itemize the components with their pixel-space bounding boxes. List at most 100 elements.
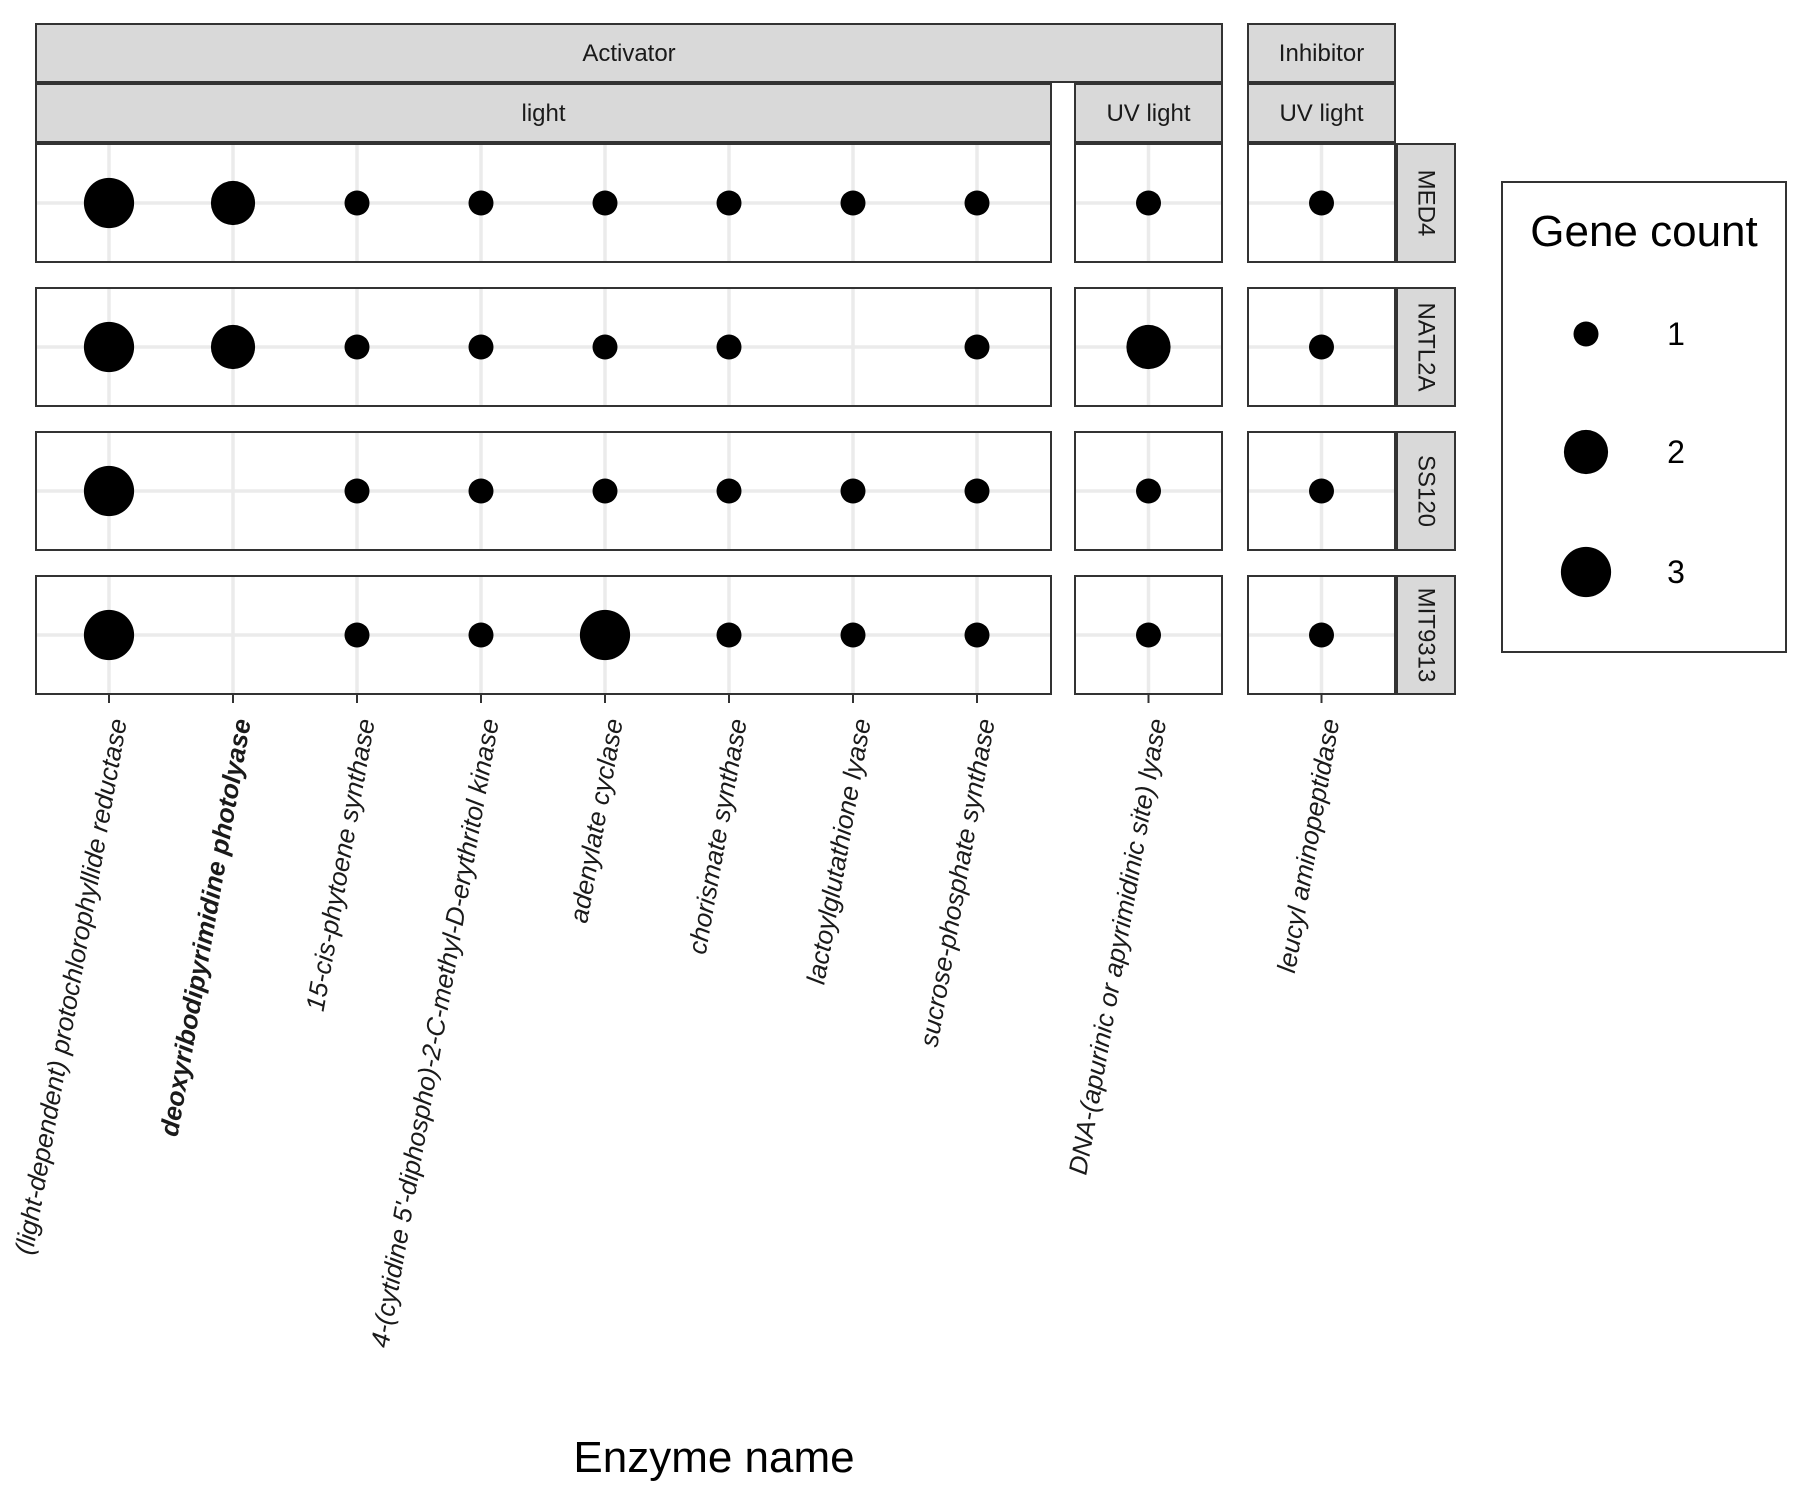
legend-label-2: 2: [1667, 434, 1685, 470]
legend-title: Gene count: [1530, 207, 1758, 256]
subgroup-strip-label: UV light: [1106, 100, 1190, 127]
panel-mit9313-1: [1074, 575, 1223, 695]
panel-border: [35, 287, 1052, 407]
strain-strip-mit9313: [1396, 575, 1456, 695]
point-mit9313-adenylate-cyclase: [579, 609, 631, 661]
panel-border: [35, 575, 1052, 695]
point-ss120-light-dependent-protochlorophyllide-reductase: [83, 465, 135, 517]
panel-med4-0: [35, 143, 1052, 263]
panel-natl2a-2: [1247, 287, 1396, 407]
legend-label-3: 3: [1667, 554, 1685, 590]
subgroup-strip-label: UV light: [1279, 100, 1363, 127]
legend-key-3: [1560, 546, 1612, 598]
point-med4-leucyl-aminopeptidase: [1309, 190, 1334, 216]
facet-panels: [35, 143, 1396, 695]
point-natl2a-chorismate-synthase: [716, 334, 742, 360]
point-natl2a-adenylate-cyclase: [592, 334, 618, 360]
strain-strip-label: MIT9313: [1413, 588, 1440, 683]
x-tick-label-sucrose-phosphate-synthase: sucrose-phosphate synthase: [914, 716, 1001, 1049]
x-tick-label-4-cytidine-5-diphospho-2-c-methyl-d-erythritol-kinase: 4-(cytidine 5'-diphospho)-2-C-methyl-D-e…: [364, 716, 504, 1349]
panel-border: [1074, 287, 1223, 407]
x-axis-title: Enzyme name: [573, 1433, 854, 1482]
x-tick-label-lactoylglutathione-lyase: lactoylglutathione lyase: [801, 716, 877, 986]
point-mit9313-sucrose-phosphate-synthase: [964, 622, 990, 648]
panel-ss120-0: [35, 431, 1052, 551]
x-tick-label-leucyl-aminopeptidase: leucyl aminopeptidase: [1271, 716, 1345, 975]
point-med4-deoxyribodipyrimidine-photolyase: [210, 180, 256, 226]
x-axis-ticks: (light-dependent) protochlorophyllide re…: [9, 694, 1345, 1350]
panel-mit9313-2: [1247, 575, 1396, 695]
strain-strip-label: NATL2A: [1413, 303, 1440, 392]
panel-mit9313-0: [35, 575, 1052, 695]
point-natl2a-leucyl-aminopeptidase: [1309, 334, 1334, 360]
legend-label-1: 1: [1667, 316, 1685, 352]
point-mit9313-chorismate-synthase: [716, 622, 742, 648]
panel-med4-1: [1074, 143, 1223, 263]
point-mit9313-lactoylglutathione-lyase: [840, 622, 866, 648]
legend-key-2: [1563, 429, 1609, 475]
point-med4-chorismate-synthase: [716, 190, 742, 216]
legend: Gene count 1 2 3: [1501, 181, 1787, 653]
point-natl2a-sucrose-phosphate-synthase: [964, 334, 990, 360]
x-tick-label-chorismate-synthase: chorismate synthase: [682, 716, 753, 956]
legend-key-1: [1573, 321, 1599, 347]
panel-border: [1247, 431, 1396, 551]
point-med4-dna-apurinic-or-apyrimidinic-site-lyase: [1136, 190, 1161, 216]
x-tick-label-deoxyribodipyrimidine-photolyase: deoxyribodipyrimidine photolyase: [154, 716, 257, 1138]
subgroup-strip-uv-light: [1074, 83, 1223, 143]
point-natl2a-light-dependent-protochlorophyllide-reductase: [83, 321, 135, 373]
point-ss120-15-cis-phytoene-synthase: [344, 478, 370, 504]
panel-ss120-2: [1247, 431, 1396, 551]
point-med4-4-cytidine-5-diphospho-2-c-methyl-d-erythritol-kinase: [468, 190, 494, 216]
strain-strips: MED4 NATL2A SS120 MIT9313: [1396, 143, 1456, 695]
point-ss120-adenylate-cyclase: [592, 478, 618, 504]
point-ss120-dna-apurinic-or-apyrimidinic-site-lyase: [1136, 478, 1161, 504]
panel-border: [35, 143, 1052, 263]
subgroup-strip-light: [35, 83, 1052, 143]
x-tick-label-dna-apurinic-or-apyrimidinic-site-lyase: DNA-(apurinic or apyrimidinic site) lyas…: [1062, 716, 1172, 1177]
panel-border: [1247, 143, 1396, 263]
strain-strip-natl2a: [1396, 287, 1456, 407]
panel-border: [1074, 431, 1223, 551]
group-strip-activator: [35, 23, 1223, 83]
x-tick-label-15-cis-phytoene-synthase: 15-cis-phytoene synthase: [300, 716, 381, 1013]
panel-border: [1247, 287, 1396, 407]
point-med4-light-dependent-protochlorophyllide-reductase: [83, 177, 135, 229]
point-ss120-leucyl-aminopeptidase: [1309, 478, 1334, 504]
panel-border: [1074, 143, 1223, 263]
point-ss120-chorismate-synthase: [716, 478, 742, 504]
point-natl2a-deoxyribodipyrimidine-photolyase: [210, 324, 256, 370]
legend-items: 1 2 3: [1560, 316, 1685, 598]
x-tick-label-adenylate-cyclase: adenylate cyclase: [563, 716, 628, 925]
point-mit9313-light-dependent-protochlorophyllide-reductase: [83, 609, 135, 661]
point-med4-15-cis-phytoene-synthase: [344, 190, 370, 216]
group-strip-label: Activator: [582, 40, 675, 67]
x-tick-label-light-dependent-protochlorophyllide-reductase: (light-dependent) protochlorophyllide re…: [9, 716, 133, 1256]
strain-strip-label: SS120: [1413, 455, 1440, 527]
panel-ss120-1: [1074, 431, 1223, 551]
point-mit9313-dna-apurinic-or-apyrimidinic-site-lyase: [1136, 622, 1161, 648]
point-med4-sucrose-phosphate-synthase: [964, 190, 990, 216]
point-ss120-lactoylglutathione-lyase: [840, 478, 866, 504]
subgroup-strip-uv-light: [1247, 83, 1396, 143]
facet-strips: Activator Inhibitor light UV light UV light: [35, 23, 1396, 143]
legend-box: [1501, 181, 1787, 653]
strain-strip-ss120: [1396, 431, 1456, 551]
strain-strip-label: MED4: [1413, 170, 1440, 237]
point-ss120-sucrose-phosphate-synthase: [964, 478, 990, 504]
point-med4-lactoylglutathione-lyase: [840, 190, 866, 216]
point-med4-adenylate-cyclase: [592, 190, 618, 216]
panel-med4-2: [1247, 143, 1396, 263]
point-natl2a-4-cytidine-5-diphospho-2-c-methyl-d-erythritol-kinase: [468, 334, 494, 360]
panel-natl2a-0: [35, 287, 1052, 407]
point-mit9313-4-cytidine-5-diphospho-2-c-methyl-d-erythritol-kinase: [468, 622, 494, 648]
point-natl2a-dna-apurinic-or-apyrimidinic-site-lyase: [1126, 324, 1171, 370]
point-natl2a-15-cis-phytoene-synthase: [344, 334, 370, 360]
strain-strip-med4: [1396, 143, 1456, 263]
point-mit9313-15-cis-phytoene-synthase: [344, 622, 370, 648]
group-strip-label: Inhibitor: [1279, 40, 1364, 67]
group-strip-inhibitor: [1247, 23, 1396, 83]
panel-border: [35, 431, 1052, 551]
point-ss120-4-cytidine-5-diphospho-2-c-methyl-d-erythritol-kinase: [468, 478, 494, 504]
